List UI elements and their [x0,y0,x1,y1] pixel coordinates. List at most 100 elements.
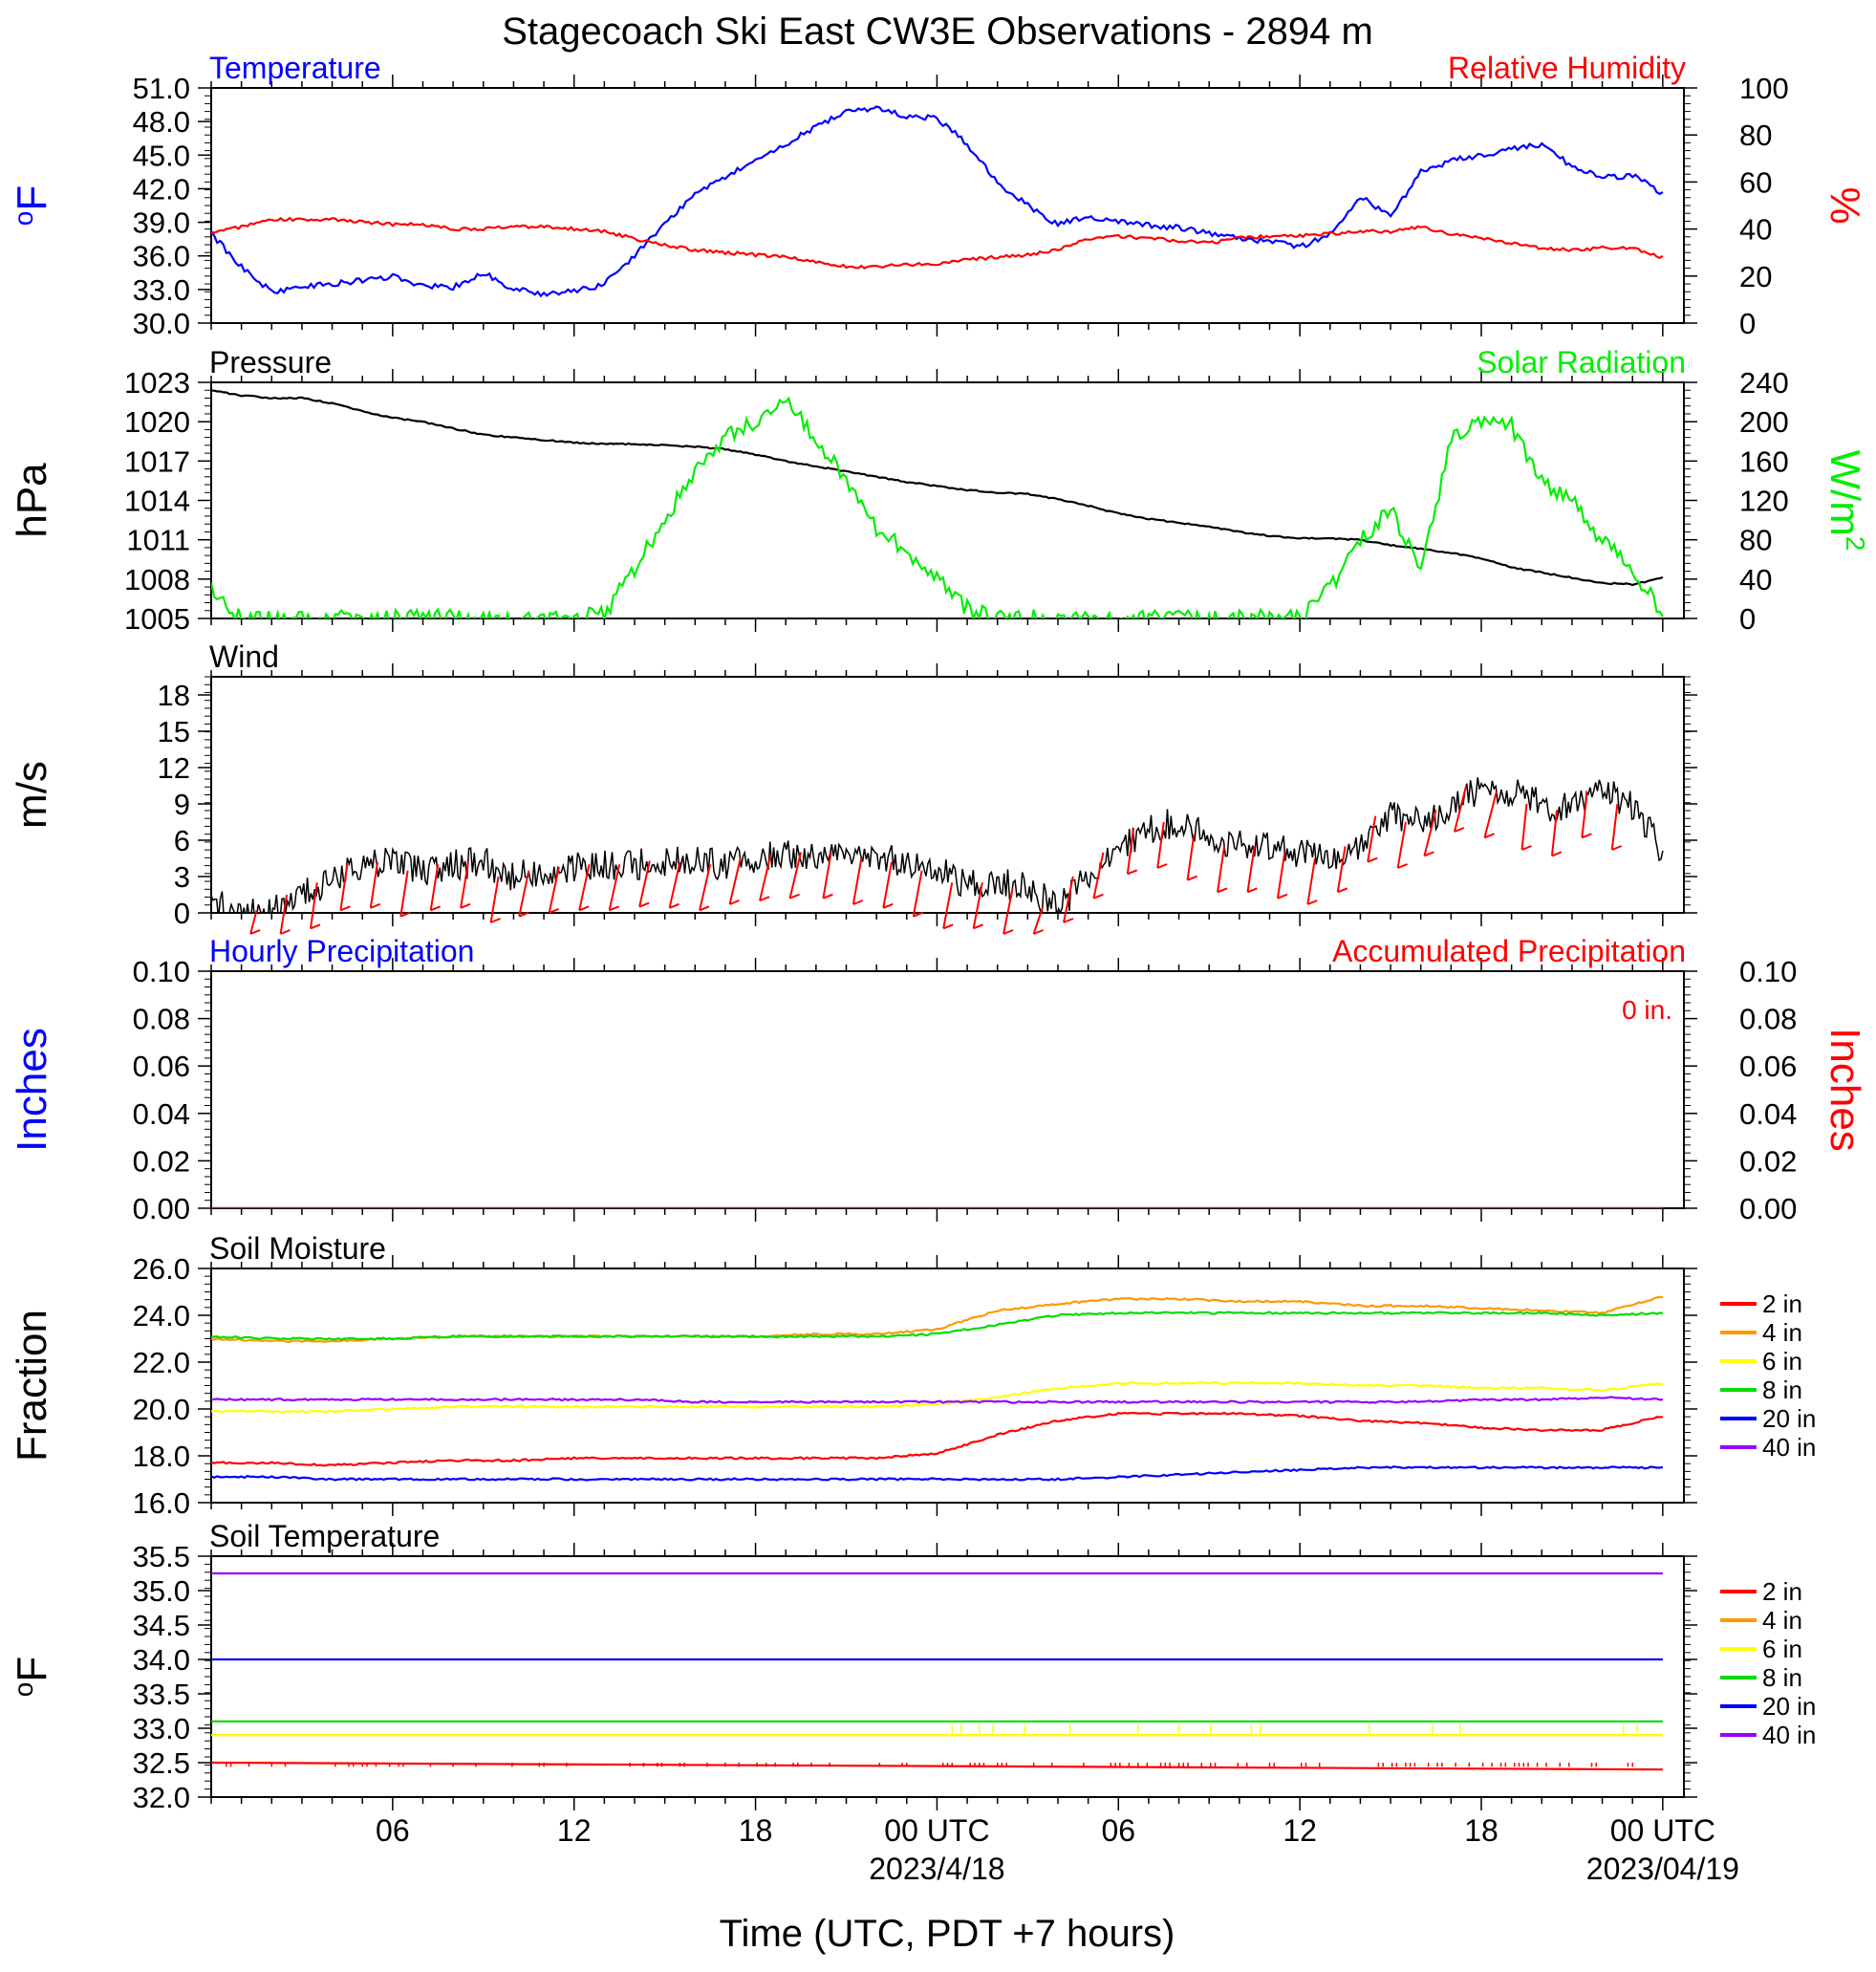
y-tick-label: 12 [158,751,190,785]
y-tick-label: 1011 [126,524,190,557]
x-tick-label: 06 [376,1813,410,1848]
x-tick-label: 00 UTC [884,1813,989,1848]
wind-barb [279,894,289,935]
wind-barb [1550,810,1559,856]
series-line-40-in [211,1396,1664,1404]
series-line-pressure [211,389,1664,587]
plot-frame [210,1555,1685,1798]
wind-barb [578,864,591,911]
wind-barb-flag [249,929,261,935]
y-tick-label: 20.0 [133,1393,190,1426]
y-tick-label: 0.02 [133,1144,190,1178]
wind-barb-flag [1033,929,1044,935]
wind-barb [822,852,832,899]
wind-barb [1367,815,1377,862]
y-tick-label-right: 0 [1739,602,1756,636]
y-tick-label-right: 240 [1739,366,1789,400]
y-tick-label: 33.5 [133,1678,190,1711]
wind-barb-flag [913,911,924,918]
wind-barb [728,857,742,905]
y-tick-label: 0.08 [133,1003,190,1036]
y-tick-label: 32.5 [133,1746,190,1780]
wind-barb-flag [399,911,411,918]
wind-barb [608,864,621,911]
plot-frame [210,381,1685,619]
panel-2: 1023 1020 1017 1014 1011 1008 1005 240 200 160 120… [9,345,1870,636]
y-tick-label: 33.0 [133,273,190,307]
wind-barb [249,910,258,935]
y-tick-label: 42.0 [133,172,190,206]
wind-barb [852,857,863,905]
wind-barb-flag [1337,887,1348,894]
legend-label: 20 in [1762,1404,1816,1433]
wind-barb-flag [1277,893,1288,899]
y-tick-label: 1020 [124,405,190,439]
wind-barb [548,866,560,914]
wind-barb-flag [460,902,471,909]
legend-label: 4 in [1762,1606,1802,1635]
x-axis-title: Time (UTC, PDT +7 hours) [720,1913,1175,1955]
y-tick-label-right: 0 [1739,307,1756,340]
y-tick-label-right: 100 [1739,72,1789,105]
panel-title-right: Accumulated Precipitation [1332,934,1686,968]
wind-barb [912,870,923,917]
wind-barb [1453,785,1468,833]
wind-barb [1306,857,1316,905]
panel-6: 35.535.034.534.033.533.032.532.0 Soil Tem… [9,1519,1816,1814]
y-tick-label: 0.04 [133,1097,190,1131]
y-axis-title-left: hPa [9,463,55,538]
panel-title-left: Soil Temperature [209,1519,440,1553]
panel-4: 0.10 0.08 0.06 0.04 0.02 0.00 0.10 0.08 0.06 0.04… [9,934,1868,1225]
series-line-8-in [211,1311,1664,1341]
y-tick-label-right: 40 [1739,563,1772,596]
precip-total-annotation: 0 in. [1622,995,1672,1025]
wind-barb [339,864,349,911]
wind-barb-flag [310,923,321,930]
wind-barb [1003,888,1014,935]
wind-barb-flag [789,893,800,899]
y-tick-label: 35.0 [133,1574,190,1608]
wind-barb [1610,803,1619,851]
wind-barb-flag [852,899,864,905]
legend-label: 8 in [1762,1376,1802,1404]
wind-barb-flag [882,902,894,909]
wind-barb-flag [1247,887,1258,894]
y-tick-label: 18 [158,679,190,712]
wind-barb [1186,834,1196,880]
panel-1: 51.048.045.042.039.036.033.030.0 100 80 60 4… [9,51,1868,340]
y-tick-label: 0.06 [133,1050,190,1083]
wind-barb-flag [280,929,291,935]
series-line-temperature [211,105,1664,298]
wind-barb [1156,821,1165,869]
wind-barb-flag [549,907,560,914]
y-tick-label: 34.0 [133,1643,190,1677]
wind-barb [429,864,440,911]
wind-barb [699,864,712,911]
wind-barb-flag [490,918,501,923]
wind-barb [668,861,681,909]
y-tick-label: 0 [174,897,190,930]
y-tick-label: 0.10 [133,955,190,988]
y-tick-label-right: 80 [1739,119,1772,152]
wind-barb [1276,852,1286,899]
y-axis-title-left: oF [9,1657,55,1697]
y-tick-label: 1008 [124,563,190,596]
y-tick-label: 1005 [124,602,190,636]
y-tick-label: 34.5 [133,1609,190,1642]
chart-title: Stagecoach Ski East CW3E Observations - … [502,11,1373,53]
wind-barb-flag [1187,875,1197,881]
wind-barb [1126,828,1135,875]
series-line-20-in [211,1465,1664,1482]
wind-barb-flag [669,902,679,909]
wind-barb-flag [1551,851,1563,857]
x-tick-label: 12 [1283,1813,1317,1848]
y-tick-label: 45.0 [133,139,190,172]
y-tick-label: 18.0 [133,1440,190,1473]
wind-barb-flag [1093,893,1104,899]
wind-barb [369,861,379,908]
series-line-relative-humidity [211,216,1664,270]
y-tick-label: 0.00 [133,1192,190,1225]
series-line-6-in [211,1380,1664,1414]
